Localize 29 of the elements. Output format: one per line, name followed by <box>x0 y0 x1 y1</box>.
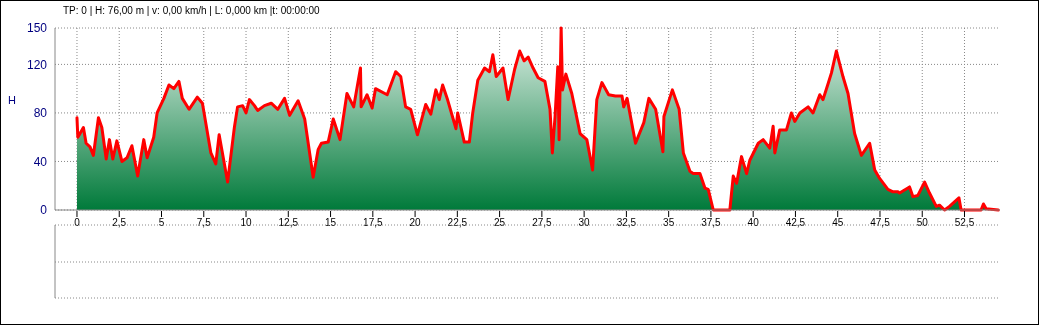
x-tick-label: 15 <box>324 217 337 229</box>
x-tick-label: 7,5 <box>196 217 212 229</box>
x-tick-label: 42,5 <box>785 217 806 229</box>
x-tick-label: 2,5 <box>112 217 127 229</box>
y-tick-label: 80 <box>33 106 48 121</box>
y-axis-title: H <box>8 94 16 106</box>
y-tick-label: 150 <box>26 21 48 36</box>
x-tick-label: 20 <box>409 217 422 229</box>
x-tick-label: 10 <box>240 217 253 229</box>
x-tick-label: 45 <box>832 217 844 229</box>
x-tick-label: 5 <box>158 217 165 229</box>
x-tick-label: 12,5 <box>278 217 299 229</box>
x-tick-label: 47,5 <box>870 217 891 229</box>
x-tick-label: 0 <box>74 217 81 229</box>
x-tick-label: 50 <box>916 217 929 229</box>
x-tick-label: 27,5 <box>532 217 553 229</box>
x-tick-label: 22,5 <box>447 217 468 229</box>
x-tick-label: 37,5 <box>701 217 722 229</box>
x-tick-label: 17,5 <box>363 217 383 229</box>
x-tick-label: 40 <box>747 217 760 229</box>
x-tick-label: 52,5 <box>954 217 975 229</box>
chart-title: TP: 0 | H: 76,00 m | v: 0,00 km/h | L: 0,000 km |t: 00:00:00 <box>63 5 321 16</box>
x-tick-label: 30 <box>578 217 591 229</box>
x-tick-label: 32,5 <box>616 217 637 229</box>
y-tick-label: 0 <box>40 203 48 218</box>
y-tick-label: 40 <box>33 154 48 169</box>
x-tick-label: 35 <box>663 217 675 229</box>
x-tick-label: 25 <box>494 217 506 229</box>
y-tick-label: 120 <box>26 57 48 72</box>
